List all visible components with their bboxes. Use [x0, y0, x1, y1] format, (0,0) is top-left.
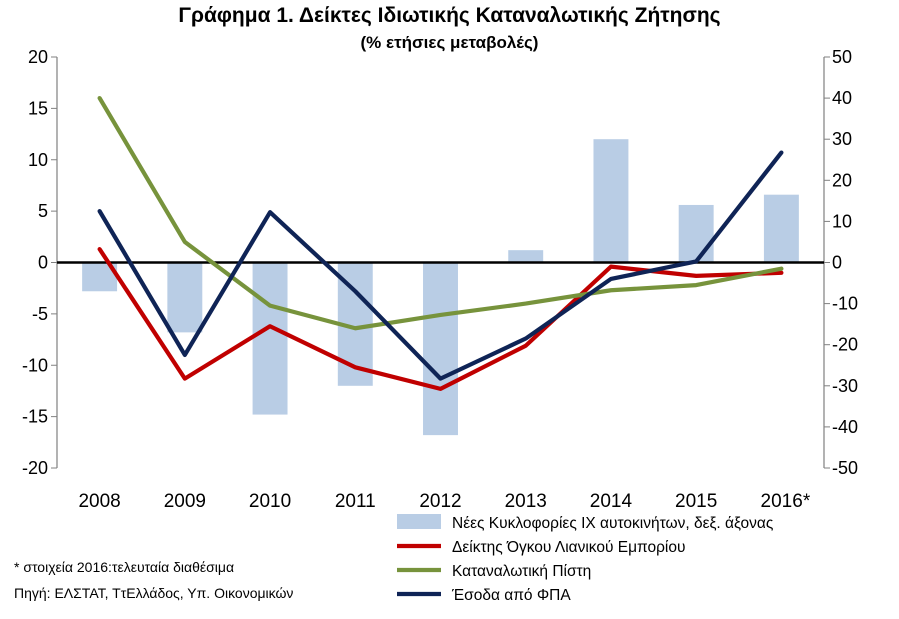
x-tick-label: 2011: [335, 491, 376, 512]
bar-2012: [423, 262, 458, 436]
series-line-1: [97, 247, 784, 391]
x-tick-label: 2009: [164, 491, 206, 512]
left-tick-label: -15: [22, 407, 48, 427]
x-tick-label: 2010: [249, 491, 291, 512]
left-tick-label: -20: [22, 458, 48, 478]
right-tick-label: -40: [832, 417, 858, 437]
legend-label-2: Δείκτης Όγκου Λιανικού Εμπορίου: [452, 539, 685, 556]
axes-layer: 20151050-5-10-15-2050403020100-10-20-30-…: [22, 47, 858, 512]
bar-2014: [593, 139, 629, 263]
legend-label-3: Καταναλωτική Πίστη: [452, 563, 591, 580]
left-tick-label: 0: [38, 253, 48, 273]
right-tick-label: 30: [832, 129, 852, 149]
series-line-2: [97, 95, 784, 331]
x-tick-label: 2014: [590, 491, 633, 512]
right-tick-label: 50: [832, 47, 852, 67]
left-tick-label: -10: [22, 355, 48, 375]
lines-layer: [97, 95, 784, 391]
right-tick-label: -10: [832, 294, 858, 314]
left-tick-label: -5: [32, 304, 48, 324]
bar-2015: [678, 204, 714, 263]
x-tick-label: 2016*: [761, 491, 811, 512]
left-tick-label: 5: [38, 201, 48, 221]
right-tick-label: 40: [832, 88, 852, 108]
right-tick-label: -20: [832, 335, 858, 355]
bar-2009: [167, 262, 203, 333]
left-tick-label: 20: [28, 47, 48, 67]
legend: Νέες Κυκλοφορίες ΙΧ αυτοκινήτων, δεξ. άξ…: [397, 514, 773, 604]
legend-label-1: Νέες Κυκλοφορίες ΙΧ αυτοκινήτων, δεξ. άξ…: [452, 515, 773, 532]
left-tick-label: 10: [28, 150, 48, 170]
x-tick-label: 2012: [419, 491, 461, 512]
series-line-3: [97, 150, 784, 381]
chart-subtitle: (% ετήσιες μεταβολές): [360, 33, 539, 52]
bar-2013: [508, 250, 544, 263]
chart-title: Γράφημα 1. Δείκτες Ιδιωτικής Καταναλωτικ…: [178, 4, 721, 27]
x-tick-label: 2008: [78, 491, 120, 512]
right-tick-label: 10: [832, 211, 852, 231]
x-tick-label: 2015: [675, 491, 717, 512]
legend-label-4: Έσοδα από ΦΠΑ: [451, 587, 571, 604]
legend-swatch-bar: [397, 514, 441, 529]
right-tick-label: -30: [832, 376, 858, 396]
right-tick-label: 0: [832, 253, 842, 273]
right-tick-label: 20: [832, 170, 852, 190]
left-tick-label: 15: [28, 98, 48, 118]
bar-2010: [252, 262, 288, 415]
x-tick-label: 2013: [505, 491, 547, 512]
footnote: * στοιχεία 2016:τελευταία διαθέσιμα: [14, 559, 235, 575]
bar-2016: [763, 194, 799, 263]
source-note: Πηγή: ΕΛΣΤΑΤ, ΤτΕλλάδος, Υπ. Οικονομικών: [14, 585, 294, 601]
right-tick-label: -50: [832, 458, 858, 478]
